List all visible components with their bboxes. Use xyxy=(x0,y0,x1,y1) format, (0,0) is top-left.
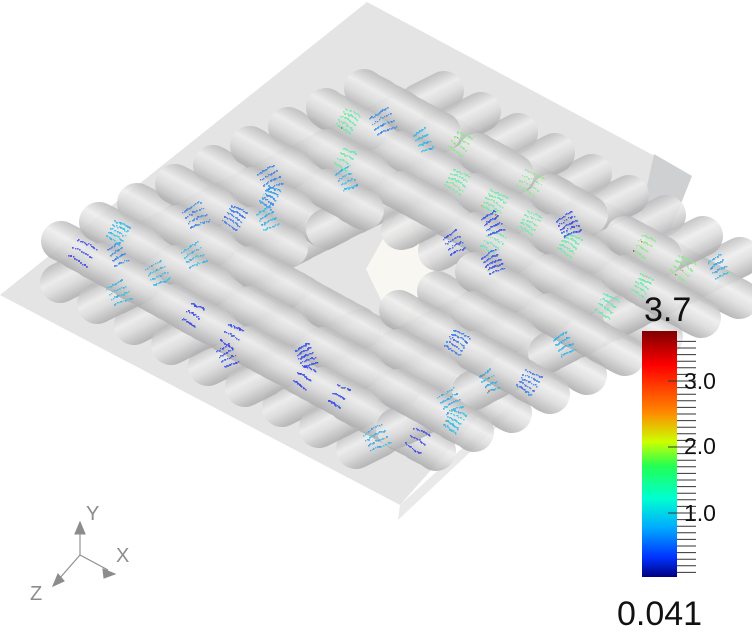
svg-text:2.0: 2.0 xyxy=(684,433,716,459)
svg-text:Z: Z xyxy=(30,583,42,605)
svg-text:3.0: 3.0 xyxy=(684,368,716,394)
svg-text:X: X xyxy=(116,545,129,567)
svg-text:1.0: 1.0 xyxy=(684,500,716,526)
svg-text:3.7: 3.7 xyxy=(644,291,691,329)
svg-text:Y: Y xyxy=(86,503,99,525)
svg-text:0.041: 0.041 xyxy=(617,595,702,633)
